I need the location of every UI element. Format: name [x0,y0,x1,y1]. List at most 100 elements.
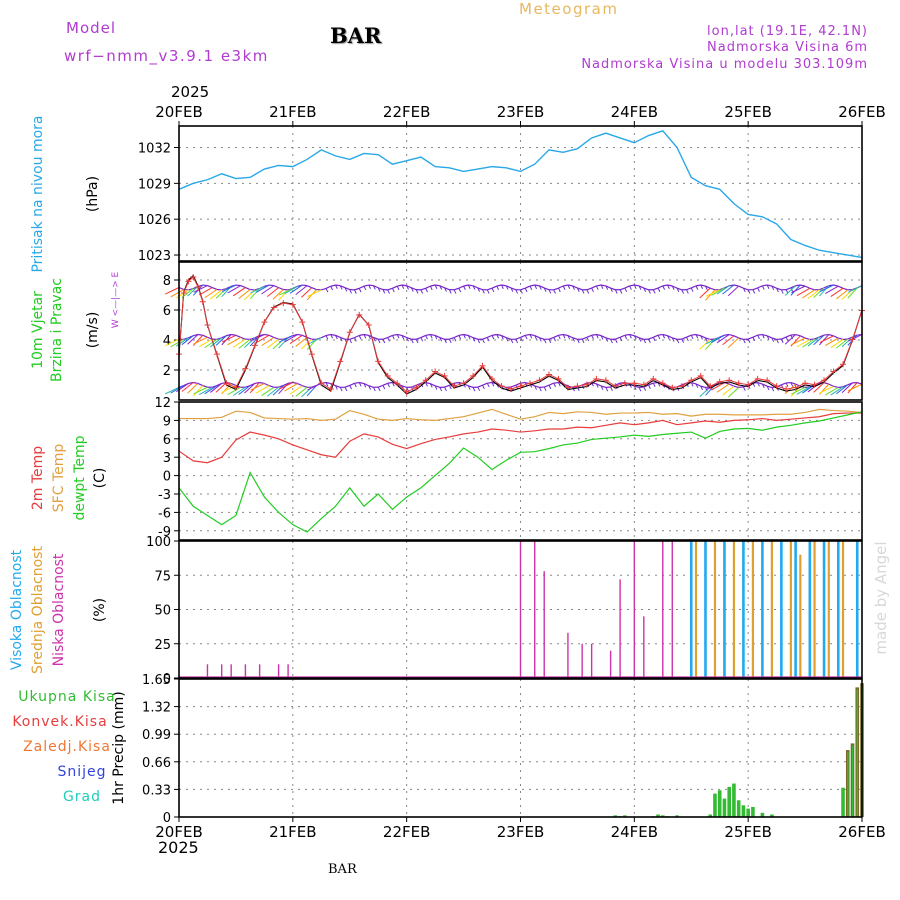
wind-direction-trace [833,284,839,287]
precip-bar [751,806,755,817]
wind-direction-trace [596,383,602,387]
wind-direction-trace [439,337,445,340]
wind-direction-trace [638,337,645,340]
wind-direction-trace [449,336,455,340]
wind-barb [204,289,218,299]
ytick-label: 1.32 [142,701,171,716]
ytick-label: 6 [163,433,171,448]
wind-barb [539,387,542,392]
wind-marker [612,383,619,390]
wind-gust-line [178,276,863,393]
wind-direction-trace [804,285,811,289]
wind-direction-trace [667,284,673,287]
wind-direction-trace [245,287,251,291]
wind-barb [510,339,514,344]
wind-marker [697,372,704,379]
wind-direction-trace [321,334,327,339]
precip-bar [656,814,660,817]
wind-barb [227,285,241,294]
ytick-label: 12 [154,396,171,411]
wind-direction-trace [605,337,611,340]
wind-barb [520,289,523,294]
wind-direction-trace [567,335,573,339]
wind-barb [261,285,275,295]
wind-barb [198,338,213,348]
wind-barb [425,335,428,340]
wind-direction-trace [572,285,578,289]
wind-direction-trace [306,285,313,289]
model-label: Model [66,19,117,37]
wind-barb [807,336,820,347]
ytick-label: 8 [163,274,171,289]
wind-direction-trace [482,336,488,340]
panel-frame-3 [178,540,863,679]
wind-direction-trace [268,385,275,388]
wind-direction-trace [358,285,365,289]
wind-direction-trace [453,334,460,339]
wind-marker [517,383,524,390]
wind-barb [453,289,457,294]
wind-direction-trace [506,285,512,289]
wind-marker [821,377,828,384]
wind-direction-trace [600,385,607,388]
wind-direction-trace [202,384,208,388]
model-name: wrf−nmm_v3.9.1 e3km [64,47,269,65]
wind-barb [325,335,329,340]
wind-barb [813,287,825,298]
xtick-label-top: 20FEB [155,103,202,121]
wind-direction-trace [311,287,317,291]
wind-direction-trace [415,382,422,386]
wind-direction-trace [453,287,460,291]
wind-direction-trace [359,381,365,385]
wind-barb [377,386,381,392]
wind-direction-trace [340,285,346,289]
wind-barb [747,289,751,294]
wind-marker [422,377,429,384]
wind-barb [841,336,853,348]
wind-barb [193,336,208,345]
wind-barb [524,287,528,293]
wind-direction-trace [506,337,512,340]
wind-direction-trace [809,287,815,291]
wind-compass: W <—|—> E [111,271,121,328]
wind-direction-trace [534,284,540,287]
wind-direction-trace [524,285,531,289]
precip-bar [841,787,845,817]
precip-bar [741,805,746,817]
wind-barb [520,337,523,342]
ytick-label: 1032 [138,142,171,157]
wind-direction-trace [420,334,426,339]
wind-barb [192,385,204,397]
wind-barb [382,339,386,344]
wind-barb [716,334,730,344]
wind-direction-trace [529,284,535,287]
wind-marker [223,380,230,387]
wind-barb [181,382,194,392]
xtick-label-bottom: 22FEB [383,823,430,841]
wind-barb [425,288,428,293]
wind-barb [482,289,485,294]
wind-barb [165,386,180,395]
wind-ylabel-2: Brzina i Pravac [49,278,65,382]
ytick-label: 0.99 [142,728,171,743]
wind-barb [747,338,751,343]
wind-barb [165,287,180,295]
wind-barb [266,386,279,397]
wind-barb [780,289,784,294]
sfc-temp-line [179,408,863,422]
ytick-label: 6 [163,304,171,319]
wind-barb [722,284,735,295]
wind-barb [819,335,834,343]
ytick-label: 1023 [138,249,171,264]
wind-direction-trace [321,287,327,291]
wind-direction-trace [634,335,640,339]
wind-barb [284,285,298,295]
wind-barb [227,386,241,396]
ytick-label: -6 [158,506,171,521]
wind-direction-trace [695,383,701,387]
wind-barb [307,382,322,391]
wind-direction-trace [785,287,792,291]
wind-direction-trace [368,284,374,287]
wind-direction-trace [757,285,763,289]
wind-barb [284,334,298,343]
